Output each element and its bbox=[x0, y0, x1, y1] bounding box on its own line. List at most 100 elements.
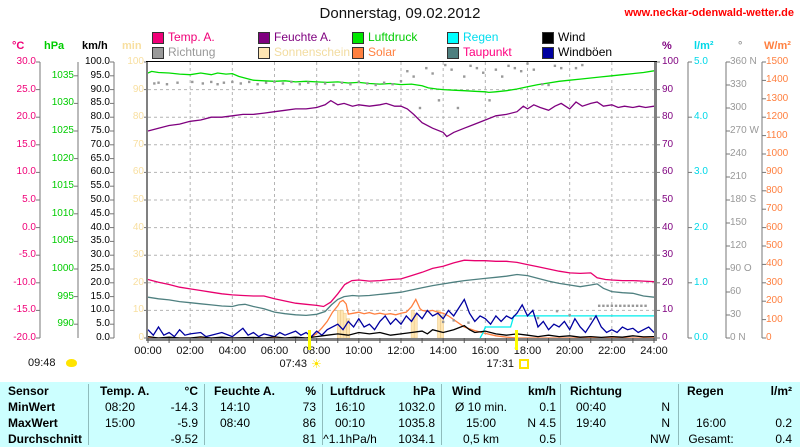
axis-tick-label-kmh: 25.0 bbox=[90, 263, 110, 274]
series-Wind bbox=[147, 324, 655, 339]
axis-unit-hpa: hPa bbox=[44, 40, 65, 52]
direction-dot bbox=[501, 75, 504, 78]
x-axis-label: 06:00 bbox=[260, 345, 289, 357]
axis-tick-label-hpa: 995 bbox=[57, 290, 74, 302]
direction-dot bbox=[191, 80, 194, 84]
axis-tick-label-hpa: 1005 bbox=[51, 235, 74, 247]
legend-swatch-Richtung bbox=[152, 47, 164, 59]
direction-dot bbox=[560, 66, 563, 70]
axis-tick-label-hpa: 1020 bbox=[51, 152, 74, 164]
table-cell: 16:10 bbox=[334, 400, 366, 414]
direction-dot bbox=[450, 68, 453, 71]
series-Feuchte A. bbox=[147, 99, 655, 138]
legend-swatch-Wind bbox=[542, 32, 554, 44]
table-header-cell: hPa bbox=[412, 384, 435, 398]
sunset-time: 17:31 bbox=[466, 358, 514, 370]
axis-tick-label-lm2: 3.0 bbox=[694, 166, 708, 178]
axis-tick-label-kmh: 80.0 bbox=[90, 111, 110, 123]
axis-tick-label-min: 60 bbox=[132, 166, 144, 178]
direction-dot bbox=[332, 83, 335, 87]
table-separator bbox=[88, 384, 89, 445]
x-axis-label: 02:00 bbox=[176, 345, 204, 357]
website-link[interactable]: www.neckar-odenwald-wetter.de bbox=[624, 7, 794, 19]
axis-tick-label-kmh: 60.0 bbox=[90, 166, 110, 178]
axis-tick-label-min: 20 bbox=[132, 276, 144, 288]
table-cell: 00:40 bbox=[575, 400, 607, 414]
axis-tick-label-min: 50 bbox=[132, 194, 144, 205]
axis-tick-label-deg: 150 bbox=[730, 217, 747, 228]
axis-tick-label-hpa: 1015 bbox=[51, 180, 74, 192]
table-cell: 08:20 bbox=[104, 400, 136, 414]
table-cell: 0,5 km bbox=[462, 432, 499, 446]
legend-label-Temp. A.: Temp. A. bbox=[168, 30, 215, 44]
direction-dot bbox=[614, 304, 618, 307]
moonset-icon bbox=[66, 359, 77, 367]
legend-swatch-Sonnenschein bbox=[258, 47, 270, 59]
direction-dot bbox=[589, 317, 592, 321]
sunshine-bar bbox=[410, 310, 415, 339]
legend-label-Windböen: Windböen bbox=[558, 45, 613, 59]
direction-dot bbox=[406, 70, 409, 73]
axis-tick-label-deg: 210 bbox=[730, 171, 747, 182]
legend-swatch-Luftdruck bbox=[352, 32, 364, 44]
axis-tick-label-pct: 60 bbox=[662, 166, 674, 178]
axis-tick-label-hpa: 1035 bbox=[51, 69, 74, 81]
axis-tick-label-wm2: 1300 bbox=[766, 92, 789, 104]
table-header-cell: Sensor bbox=[8, 384, 49, 398]
direction-dot bbox=[307, 81, 310, 84]
axis-unit-pct: % bbox=[662, 40, 672, 52]
direction-dot bbox=[431, 72, 434, 75]
direction-dot bbox=[602, 304, 605, 307]
axis-tick-label-deg: 300 bbox=[730, 102, 747, 113]
direction-dot bbox=[298, 83, 301, 86]
direction-dot bbox=[391, 83, 394, 86]
axis-tick-label-pct: 50 bbox=[662, 194, 674, 205]
axis-tick-label-pct: 30 bbox=[662, 249, 674, 261]
axis-lines bbox=[36, 61, 766, 339]
axis-tick-label-wm2: 500 bbox=[766, 240, 783, 251]
direction-dot bbox=[547, 83, 550, 87]
axis-tick-label-wm2: 300 bbox=[766, 276, 783, 288]
axis-tick-label-kmh: 0.0 bbox=[96, 332, 110, 343]
table-cell: Ø 10 min. bbox=[454, 400, 508, 414]
axis-tick-label-min: 30 bbox=[132, 249, 144, 261]
table-header-cell: Feuchte A. bbox=[214, 384, 275, 398]
table-cell: 0.2 bbox=[775, 416, 792, 430]
axis-tick-label-c: 0.0 bbox=[22, 221, 36, 233]
direction-dot bbox=[513, 66, 517, 70]
axis-tick-label-min: 70 bbox=[132, 138, 144, 150]
sunset-marker bbox=[515, 330, 518, 350]
axis-tick-label-lm2: 4.0 bbox=[694, 111, 708, 123]
axis-tick-label-deg: 360 N bbox=[730, 56, 757, 67]
axis-tick-label-pct: 10 bbox=[662, 304, 674, 316]
axis-tick-label-min: 80 bbox=[132, 111, 144, 123]
legend-swatch-Feuchte A. bbox=[258, 32, 270, 44]
axis-tick-label-wm2: 700 bbox=[766, 203, 783, 215]
table-cell: 1035.8 bbox=[398, 416, 435, 430]
direction-dot bbox=[222, 81, 226, 84]
series-Solar bbox=[148, 297, 654, 339]
axis-tick-label-c: 15.0 bbox=[16, 138, 36, 150]
legend-swatch-Windböen bbox=[542, 47, 554, 59]
axis-tick-label-deg: 120 bbox=[730, 240, 747, 251]
axis-unit-deg: ° bbox=[738, 40, 743, 52]
legend-swatch-Temp. A. bbox=[152, 32, 164, 44]
axis-tick-label-wm2: 0 bbox=[766, 332, 772, 343]
table-cell: 1034.1 bbox=[398, 432, 435, 446]
table-cell: 08:40 bbox=[219, 416, 251, 430]
axis-unit-lm2: l/m² bbox=[694, 40, 714, 52]
axis-tick-label-pct: 20 bbox=[662, 276, 674, 288]
direction-dot bbox=[264, 81, 268, 84]
legend-label-Solar: Solar bbox=[368, 45, 397, 59]
direction-dot bbox=[399, 79, 403, 83]
axis-unit-wm2: W/m² bbox=[764, 40, 791, 52]
direction-dot bbox=[248, 80, 251, 84]
axis-tick-label-wm2: 900 bbox=[766, 166, 783, 178]
axis-tick-label-c: 10.0 bbox=[16, 166, 36, 178]
direction-dot bbox=[231, 80, 234, 84]
direction-dot bbox=[349, 83, 352, 86]
legend-swatch-Regen bbox=[447, 32, 459, 44]
axis-tick-label-c: 30.0 bbox=[16, 56, 36, 67]
direction-dot bbox=[441, 320, 445, 324]
